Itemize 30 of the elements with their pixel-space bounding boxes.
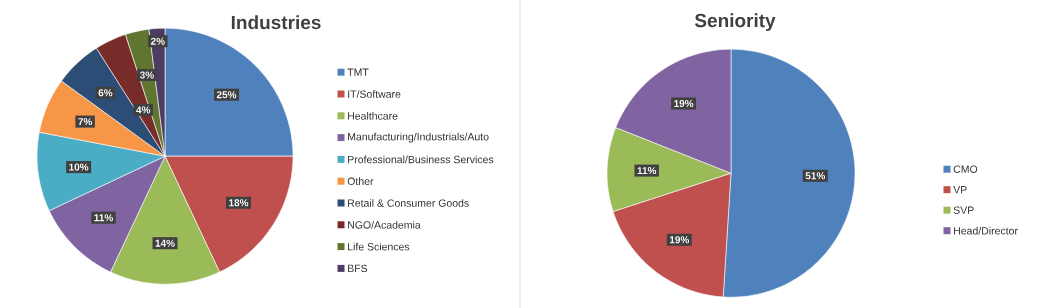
data-label: 11% (637, 166, 657, 174)
legend-label: IT/Software (348, 89, 401, 98)
legend-label: Manufacturing/Industrials/Auto (348, 132, 489, 143)
data-label: 3% (139, 71, 154, 79)
data-label: 25% (216, 90, 237, 99)
data-label: 11% (94, 213, 113, 222)
data-label: 51% (805, 172, 826, 180)
chart-title: Industries (231, 15, 321, 29)
legend-label: Healthcare (348, 111, 398, 120)
data-label: 10% (69, 163, 89, 171)
data-label: 14% (155, 239, 175, 247)
legend-label: CMO (953, 165, 978, 173)
data-label: 4% (136, 106, 151, 114)
legend-label: BFS (348, 264, 368, 272)
legend-label: Professional/Business Services (348, 155, 494, 164)
legend-label: SVP (953, 206, 974, 214)
data-label: 18% (229, 199, 249, 207)
legend-label: NGO/Academia (348, 220, 421, 229)
legend-label: Life Sciences (348, 242, 410, 251)
data-label: 7% (78, 117, 93, 125)
chart-title: Seniority (694, 13, 776, 31)
data-label: 19% (674, 99, 694, 107)
data-label: 6% (98, 89, 113, 97)
data-label: 19% (669, 236, 690, 244)
legend-label: Head/Director (954, 226, 1018, 235)
legend-label: TMT (347, 68, 369, 76)
data-label: 2% (150, 37, 165, 45)
legend-label: Other (347, 177, 374, 185)
legend-label: Retail & Consumer Goods (348, 198, 469, 207)
legend-label: VP (953, 185, 967, 194)
